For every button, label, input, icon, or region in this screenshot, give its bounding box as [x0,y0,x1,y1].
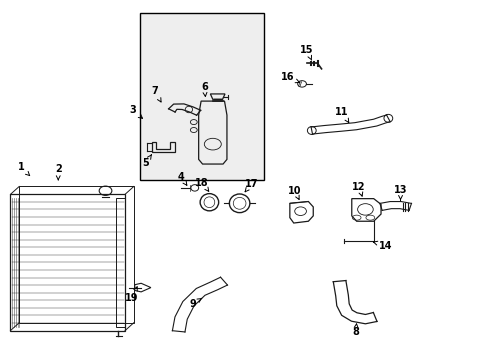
Text: 18: 18 [195,177,208,191]
Text: 9: 9 [189,298,202,309]
FancyBboxPatch shape [140,13,264,180]
Text: 3: 3 [129,105,142,118]
Text: 4: 4 [177,172,186,185]
Text: 6: 6 [201,82,207,96]
Text: 17: 17 [244,179,258,192]
Text: 7: 7 [151,86,161,102]
Text: 2: 2 [55,164,61,180]
Text: 19: 19 [124,287,138,303]
Text: 8: 8 [351,324,358,337]
Text: 12: 12 [352,182,365,196]
Text: 16: 16 [280,72,299,83]
Text: 5: 5 [142,155,151,168]
Text: 1: 1 [18,162,30,176]
Text: 11: 11 [335,107,348,122]
Text: 13: 13 [393,185,407,200]
Text: 14: 14 [372,240,392,251]
Text: 10: 10 [287,186,301,199]
Text: 15: 15 [300,45,313,60]
